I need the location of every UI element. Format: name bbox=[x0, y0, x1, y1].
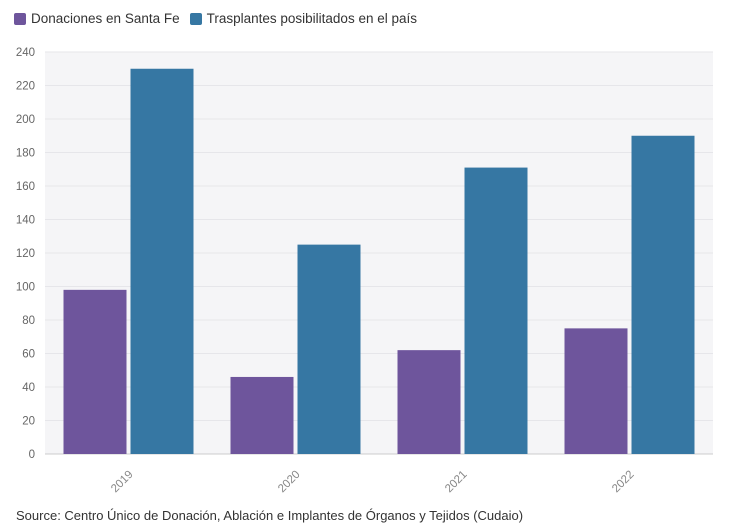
y-tick-label: 20 bbox=[22, 416, 35, 428]
x-tick-label: 2020 bbox=[276, 469, 303, 496]
legend-swatch-trasplantes bbox=[189, 12, 202, 25]
bar-trasplantes-2022 bbox=[631, 135, 695, 454]
x-tick-label: 2021 bbox=[443, 469, 470, 496]
legend-swatch-donaciones bbox=[14, 12, 26, 25]
bar-donaciones-2021 bbox=[397, 350, 461, 454]
y-tick-label: 0 bbox=[29, 449, 35, 461]
y-tick-label: 40 bbox=[22, 382, 35, 394]
bar-trasplantes-2020 bbox=[297, 244, 361, 454]
bar-donaciones-2019 bbox=[63, 289, 127, 454]
legend: Donaciones en Santa Fe Trasplantes posib… bbox=[14, 11, 417, 26]
y-tick-label: 240 bbox=[16, 47, 35, 59]
legend-item-trasplantes[interactable]: Trasplantes posibilitados en el país bbox=[189, 11, 417, 26]
y-tick-label: 140 bbox=[16, 215, 35, 227]
legend-label-trasplantes: Trasplantes posibilitados en el país bbox=[206, 11, 417, 26]
y-tick-label: 100 bbox=[16, 282, 35, 294]
y-tick-label: 220 bbox=[16, 81, 35, 93]
legend-item-donaciones[interactable]: Donaciones en Santa Fe bbox=[14, 11, 180, 26]
bar-donaciones-2022 bbox=[564, 328, 628, 454]
y-tick-label: 60 bbox=[22, 349, 35, 361]
legend-label-donaciones: Donaciones en Santa Fe bbox=[31, 11, 180, 26]
y-tick-label: 120 bbox=[16, 248, 35, 260]
bar-donaciones-2020 bbox=[230, 376, 294, 454]
y-tick-label: 80 bbox=[22, 315, 35, 327]
x-tick-label: 2022 bbox=[610, 469, 637, 496]
y-tick-label: 180 bbox=[16, 148, 35, 160]
y-tick-label: 160 bbox=[16, 181, 35, 193]
bar-chart: 0 20 40 60 80 100 120 140 160 180 200 220 240 2019 202… bbox=[16, 47, 713, 496]
bar-trasplantes-2021 bbox=[464, 167, 528, 454]
x-tick-label: 2019 bbox=[109, 469, 136, 496]
source-note: Source: Centro Único de Donación, Ablaci… bbox=[16, 508, 524, 523]
bar-trasplantes-2019 bbox=[130, 68, 194, 454]
y-tick-label: 200 bbox=[16, 114, 35, 126]
